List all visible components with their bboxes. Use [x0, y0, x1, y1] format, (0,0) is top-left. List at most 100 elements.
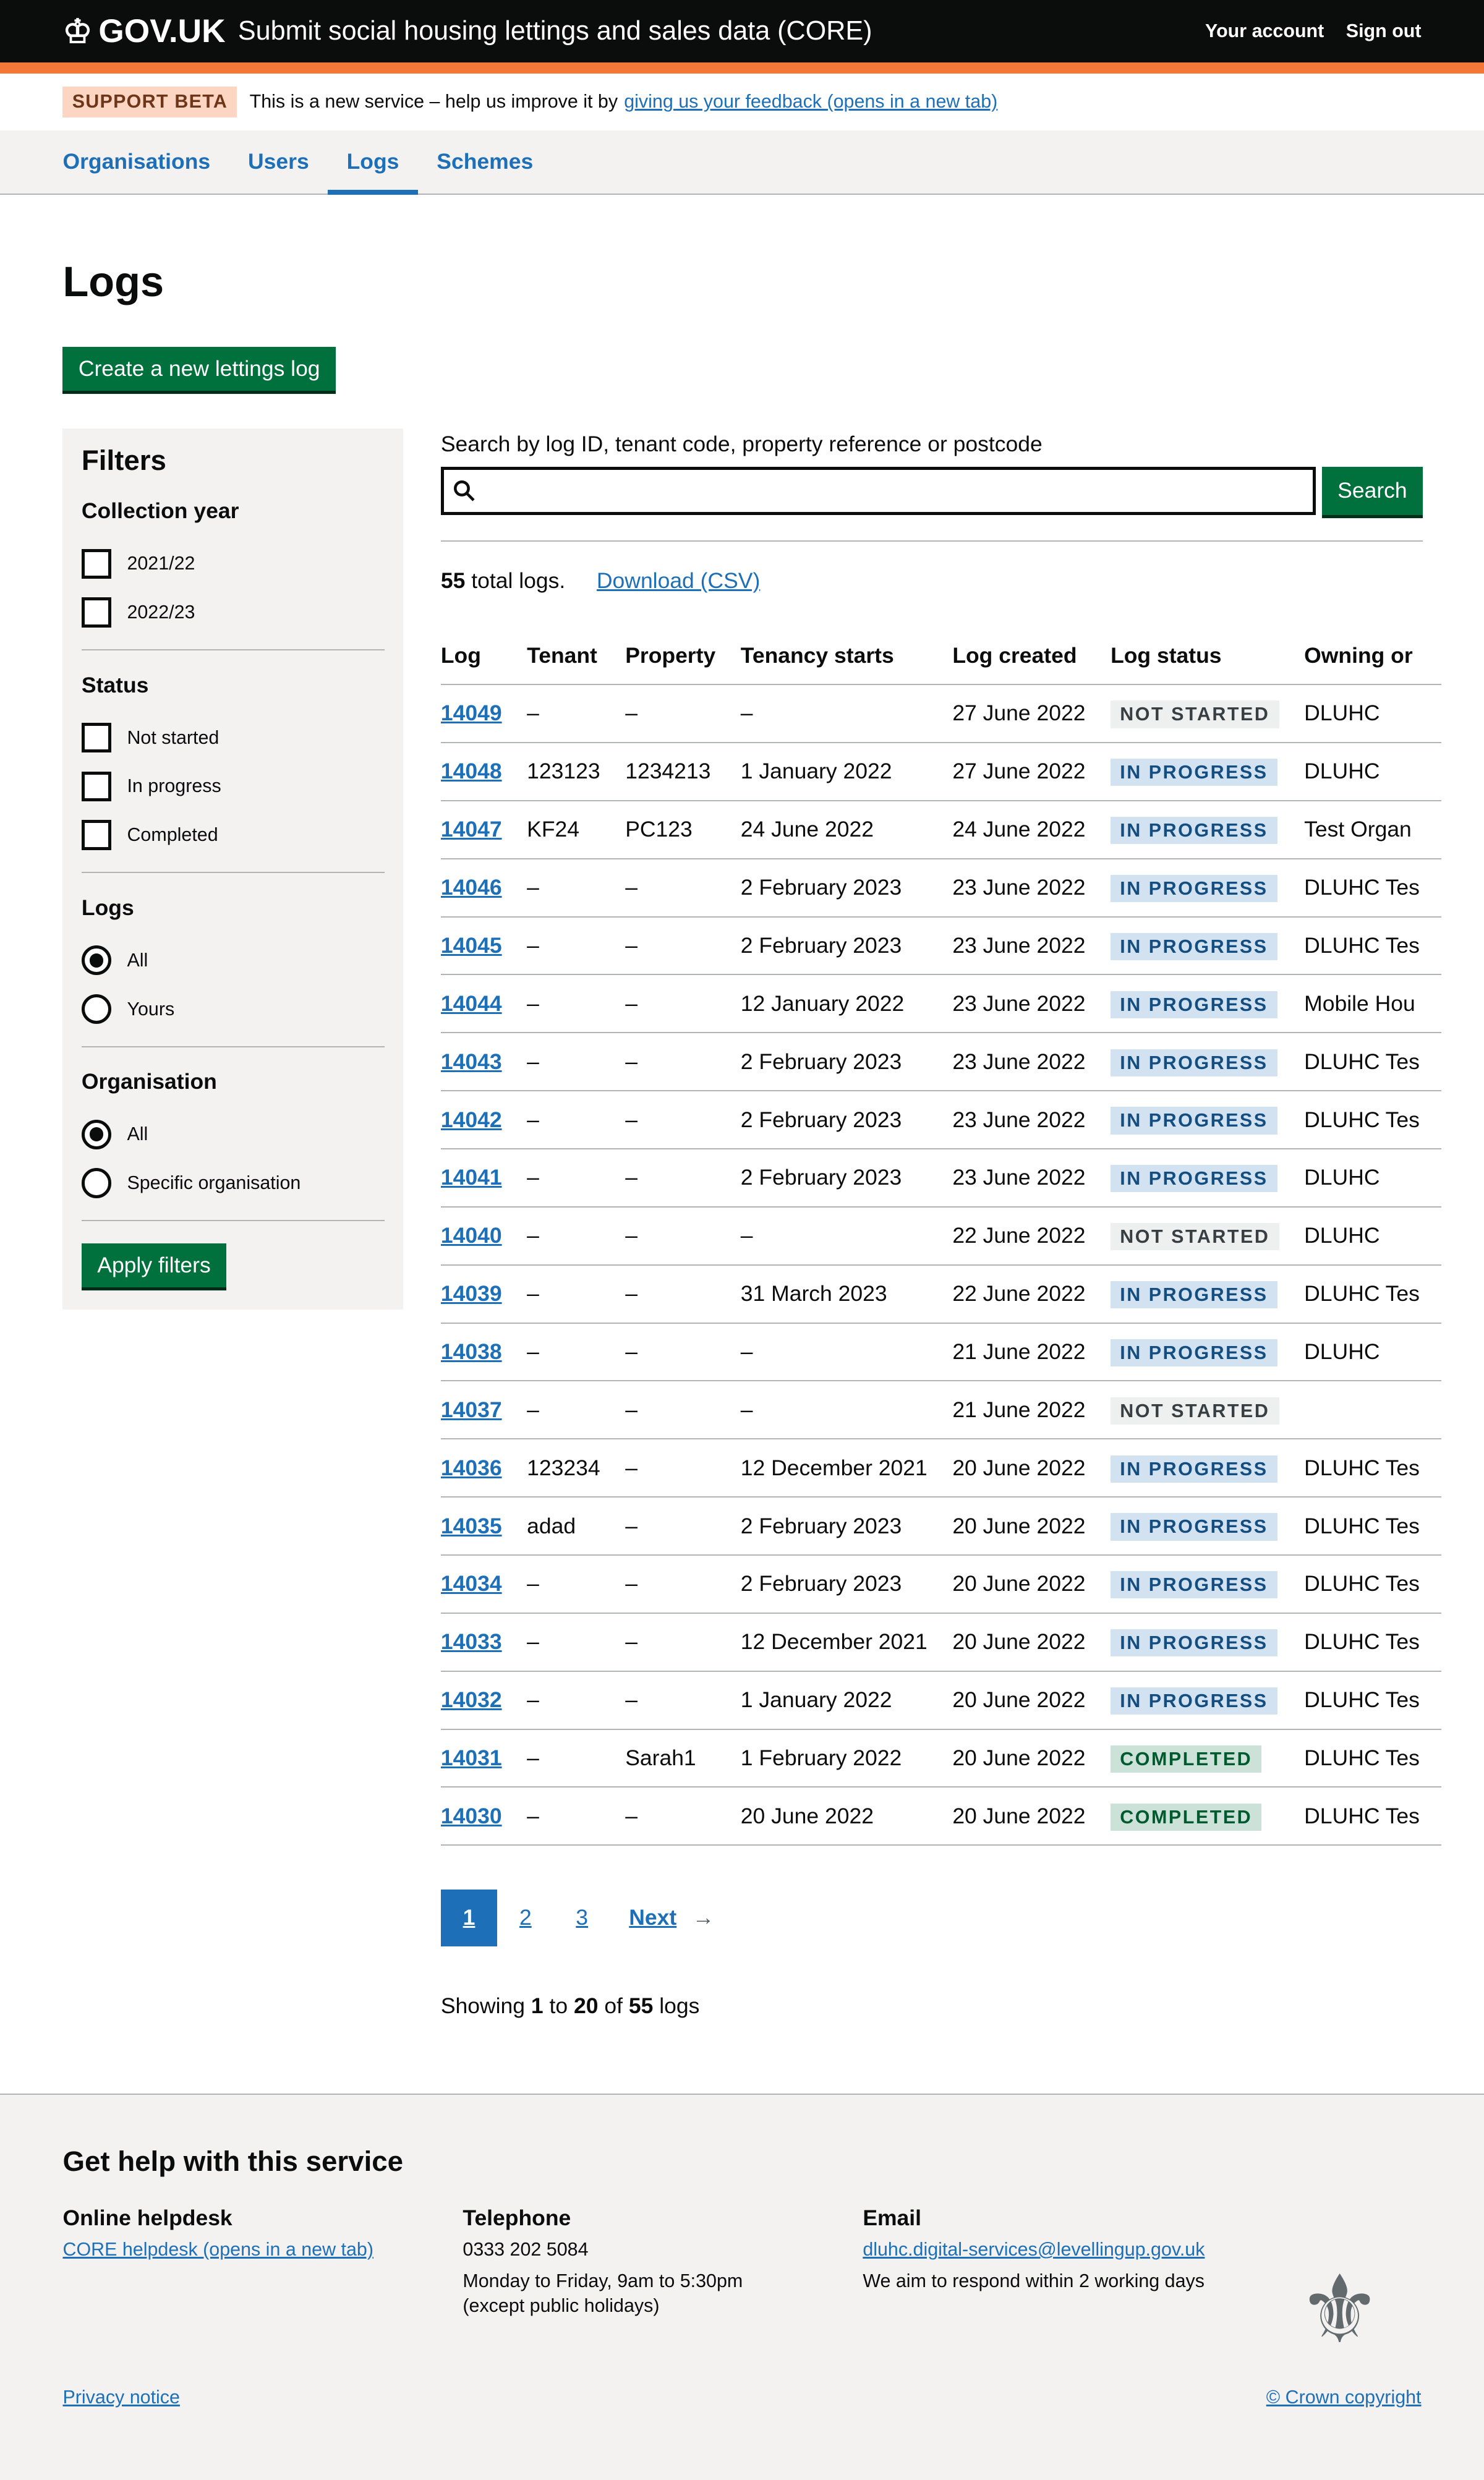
status-badge: IN PROGRESS: [1111, 1455, 1277, 1483]
status-badge: IN PROGRESS: [1111, 817, 1277, 845]
status-badge: IN PROGRESS: [1111, 1571, 1277, 1599]
log-link[interactable]: 14045: [440, 932, 502, 958]
phone-hours: Monday to Friday, 9am to 5:30pm: [463, 2270, 743, 2291]
nav-organisations[interactable]: Organisations: [62, 148, 211, 174]
checkbox-not-started[interactable]: [81, 723, 112, 753]
cell: 14049: [440, 684, 527, 743]
cell: 14046: [440, 858, 527, 918]
radio-logs-yours[interactable]: [81, 994, 112, 1025]
cell: 24 June 2022: [952, 800, 1111, 859]
log-link[interactable]: 14031: [440, 1745, 502, 1770]
column-header: Tenancy starts: [740, 628, 953, 686]
log-link[interactable]: 14048: [440, 759, 502, 784]
table-row: 14032– –1 January 2022 20 June 2022 IN PROG…: [440, 1671, 1442, 1730]
cell: IN PROGRESS: [1111, 742, 1305, 801]
create-lettings-log-button[interactable]: Create a new lettings log: [62, 346, 336, 391]
phone-number: 0333 202 5084: [463, 2239, 589, 2261]
crown-copyright-link[interactable]: © Crown copyright: [1266, 2387, 1422, 2408]
cell: 14039: [440, 1264, 527, 1324]
cell: 1234213: [625, 742, 741, 801]
checkbox-completed[interactable]: [81, 820, 112, 850]
log-link[interactable]: 14037: [440, 1397, 502, 1422]
table-row: 14033– –12 December 2021 20 June 2022 IN PR…: [440, 1613, 1442, 1672]
cell: –: [527, 684, 626, 743]
log-link[interactable]: 14049: [440, 701, 502, 726]
cell: –: [527, 1206, 626, 1266]
radio-org-specific[interactable]: [81, 1168, 112, 1198]
checkbox-2022-23[interactable]: [81, 597, 112, 628]
cell: DLUHC Tes: [1304, 1439, 1442, 1498]
column-header: Log status: [1111, 628, 1305, 686]
cell: 1 January 2022: [740, 742, 953, 801]
page-title: Logs: [62, 258, 164, 306]
cell: –: [625, 1091, 741, 1149]
log-link[interactable]: 14040: [440, 1223, 502, 1248]
cell: NOT STARTED: [1111, 1206, 1305, 1266]
your-account-link[interactable]: Your account: [1205, 20, 1324, 42]
column-header: Log: [440, 628, 527, 686]
log-link[interactable]: 14042: [440, 1107, 502, 1132]
cell: –: [527, 1091, 626, 1149]
cell: 31 March 2023: [740, 1264, 953, 1324]
filters-title: Filters: [81, 444, 166, 476]
log-link[interactable]: 14039: [440, 1281, 502, 1306]
apply-filters-button[interactable]: Apply filters: [81, 1243, 227, 1287]
cell: –: [527, 1264, 626, 1324]
helpdesk-link[interactable]: CORE helpdesk (opens in a new tab): [62, 2239, 373, 2261]
log-link[interactable]: 14046: [440, 875, 502, 900]
cell: 12 December 2021: [740, 1613, 953, 1672]
log-link[interactable]: 14035: [440, 1513, 502, 1538]
nav-logs[interactable]: Logs: [328, 130, 419, 195]
cell: 2 February 2023: [740, 858, 953, 918]
next-page-link[interactable]: Next: [629, 1905, 677, 1930]
log-link[interactable]: 14033: [440, 1629, 502, 1655]
log-link[interactable]: 14034: [440, 1571, 502, 1596]
log-link[interactable]: 14044: [440, 991, 502, 1016]
search-button[interactable]: Search: [1321, 466, 1423, 516]
log-link[interactable]: 14036: [440, 1455, 502, 1480]
cell: DLUHC Tes: [1304, 1033, 1442, 1092]
cell: NOT STARTED: [1111, 684, 1305, 743]
sign-out-link[interactable]: Sign out: [1345, 20, 1422, 42]
page-1-link[interactable]: 1: [440, 1890, 498, 1946]
status-badge: IN PROGRESS: [1111, 1629, 1277, 1657]
log-link[interactable]: 14047: [440, 817, 502, 842]
log-link[interactable]: 14043: [440, 1049, 502, 1074]
status-badge: NOT STARTED: [1111, 1397, 1279, 1425]
cell: –: [625, 1613, 741, 1672]
cell: 1 January 2022: [740, 1671, 953, 1730]
search-input[interactable]: [440, 466, 1316, 516]
email-link[interactable]: dluhc.digital-services@levellingup.gov.u…: [863, 2239, 1205, 2261]
table-row: 14038– – –21 June 2022 IN PROGRESS DLUHC: [440, 1323, 1442, 1382]
page-2-link[interactable]: 2: [519, 1905, 532, 1930]
checkbox-in-progress[interactable]: [81, 771, 112, 802]
radio-org-all[interactable]: [81, 1119, 112, 1149]
cell: DLUHC Tes: [1304, 858, 1442, 918]
cell: 14036: [440, 1439, 527, 1498]
log-link[interactable]: 14038: [440, 1339, 502, 1364]
log-link[interactable]: 14030: [440, 1803, 502, 1828]
nav-users[interactable]: Users: [248, 148, 309, 174]
privacy-notice-link[interactable]: Privacy notice: [62, 2387, 180, 2408]
arrow-right-icon[interactable]: →: [692, 1905, 715, 1930]
cell: –: [625, 1439, 741, 1498]
log-link[interactable]: 14041: [440, 1165, 502, 1190]
search-label: Search by log ID, tenant code, property …: [440, 432, 1043, 457]
cell: –: [527, 916, 626, 976]
header: ♔ GOV.UK Submit social housing lettings a…: [0, 0, 1484, 63]
feedback-link[interactable]: giving us your feedback (opens in a new …: [624, 91, 998, 113]
service-name[interactable]: Submit social housing lettings and sales…: [237, 16, 872, 46]
download-csv-link[interactable]: Download (CSV): [596, 568, 761, 593]
status-badge: IN PROGRESS: [1111, 1165, 1277, 1193]
checkbox-2021-22[interactable]: [81, 548, 112, 579]
cell: [1304, 1381, 1442, 1440]
page-3-link[interactable]: 3: [576, 1905, 589, 1930]
cell: 22 June 2022: [952, 1264, 1111, 1324]
nav-schemes[interactable]: Schemes: [437, 148, 534, 174]
cell: 2 February 2023: [740, 1033, 953, 1092]
cell: 23 June 2022: [952, 1148, 1111, 1208]
cell: 22 June 2022: [952, 1206, 1111, 1266]
radio-logs-all[interactable]: [81, 945, 112, 976]
log-link[interactable]: 14032: [440, 1687, 502, 1713]
govuk-logo[interactable]: ♔ GOV.UK: [62, 13, 226, 50]
